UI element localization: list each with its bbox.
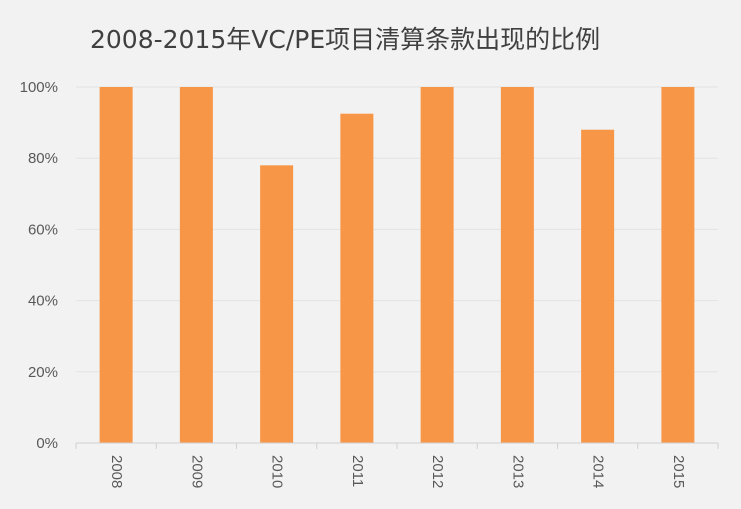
x-tick-label: 2014 [590,455,607,488]
y-tick-label: 60% [28,221,58,238]
x-tick-label: 2009 [188,455,205,488]
y-tick-label: 100% [20,79,58,96]
gridlines [76,86,718,373]
bar-2015 [661,87,695,443]
bar-2008 [99,87,133,443]
x-tick-label: 2012 [429,455,446,488]
y-tick-label: 0% [36,435,58,452]
x-tick-label: 2015 [670,455,687,488]
bar-2014 [581,129,615,443]
x-tick-label: 2010 [269,455,286,488]
y-axis-ticks: 0% 20% 40% 60% 80% 100% [20,79,58,452]
x-tick-label: 2013 [509,455,526,488]
x-tick-label: 2008 [108,455,125,488]
bars [99,87,695,443]
x-axis-ticks: 2008 2009 2010 2011 2012 2013 2014 2015 [108,455,687,488]
bar-2011 [340,113,374,443]
bar-2013 [500,87,534,443]
y-tick-label: 40% [28,293,58,310]
bar-2012 [420,87,454,443]
bar-2010 [260,165,294,443]
x-axis [75,442,719,449]
chart-title: 2008-2015年VC/PE项目清算条款出现的比例 [90,25,601,54]
bar-2009 [179,87,213,443]
x-tick-label: 2011 [349,455,366,487]
y-tick-label: 20% [28,364,58,381]
y-tick-label: 80% [28,150,58,167]
